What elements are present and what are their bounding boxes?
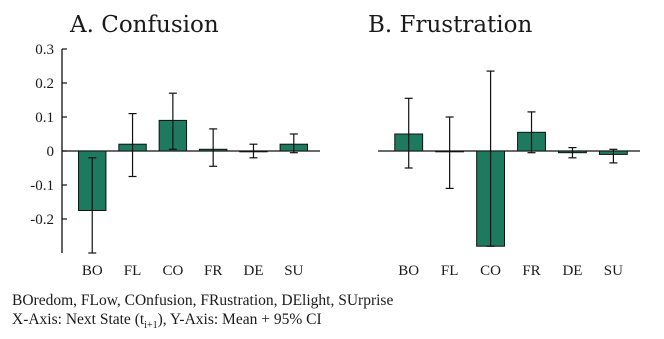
x-category-label: DE bbox=[243, 263, 263, 279]
y-tick-label: 0.2 bbox=[35, 76, 54, 92]
panel-confusion: A. Confusion -0.2 -0.1 0 0.1 0.2 0.3 BO FL CO FR DE… bbox=[30, 12, 320, 279]
panel-title: A. Confusion bbox=[69, 12, 219, 38]
x-category-label: FL bbox=[124, 263, 142, 279]
axis-description-prefix: X-Axis: Next State (t bbox=[12, 311, 145, 328]
y-tick-label: 0.3 bbox=[35, 42, 54, 58]
y-tick-label: -0.1 bbox=[30, 178, 54, 194]
x-category-label: DE bbox=[562, 263, 582, 279]
x-category-label: FL bbox=[441, 263, 459, 279]
y-tick-label: 0.1 bbox=[35, 110, 54, 126]
x-category-label: FR bbox=[204, 263, 222, 279]
x-category-label: FR bbox=[522, 263, 540, 279]
y-tick-label: 0 bbox=[47, 144, 55, 160]
axis-description: X-Axis: Next State (ti+1), Y-Axis: Mean … bbox=[12, 311, 322, 331]
axis-description-suffix: ), Y-Axis: Mean + 95% CI bbox=[157, 311, 322, 328]
x-category-label: BO bbox=[82, 263, 103, 279]
x-category-label: SU bbox=[284, 263, 303, 279]
axis-description-subscript: i+1 bbox=[144, 320, 158, 332]
bar-chart-figure: A. Confusion -0.2 -0.1 0 0.1 0.2 0.3 BO FL CO FR DE… bbox=[30, 12, 640, 279]
x-category-label: BO bbox=[398, 263, 419, 279]
y-tick-label: -0.2 bbox=[30, 212, 54, 228]
legend-abbreviations: BOredom, FLow, COnfusion, FRustration, D… bbox=[12, 292, 394, 309]
x-category-label: SU bbox=[604, 263, 623, 279]
panel-frustration: B. Frustration BO FL CO FR DE SU bbox=[368, 12, 640, 279]
x-category-label: CO bbox=[162, 263, 183, 279]
x-category-label: CO bbox=[480, 263, 501, 279]
panel-title: B. Frustration bbox=[368, 12, 532, 38]
